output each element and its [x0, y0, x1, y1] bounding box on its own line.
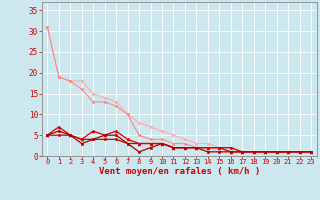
X-axis label: Vent moyen/en rafales ( km/h ): Vent moyen/en rafales ( km/h ) [99, 167, 260, 176]
